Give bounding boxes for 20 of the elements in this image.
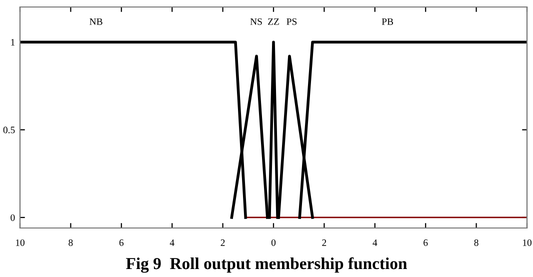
x-tick-label: 2 (220, 239, 225, 246)
annotation: ZZ (268, 18, 279, 25)
x-tick-label: 8 (474, 239, 478, 246)
x-tick-label: 10 (522, 239, 532, 246)
x-tick-label: 6 (119, 239, 124, 246)
text: Fig 9 Roll output membership function (126, 257, 408, 273)
annotation: PS (286, 18, 297, 25)
y-tick-label: 0 (10, 214, 15, 221)
annotation: PB (382, 18, 394, 25)
annotation: NS (250, 18, 262, 25)
x-tick-label: 2 (322, 239, 326, 246)
y-tick-label: 1 (11, 39, 15, 46)
annotation: NB (90, 18, 102, 25)
x-tick-label: 4 (170, 239, 174, 246)
x-tick-label: 8 (68, 239, 73, 246)
x-tick-label: 0 (271, 239, 276, 246)
x-tick-label: 10 (16, 239, 24, 246)
x-tick-label: 4 (372, 239, 378, 246)
y-tick-label: 0.5 (3, 126, 15, 134)
x-tick-label: 6 (424, 239, 428, 246)
